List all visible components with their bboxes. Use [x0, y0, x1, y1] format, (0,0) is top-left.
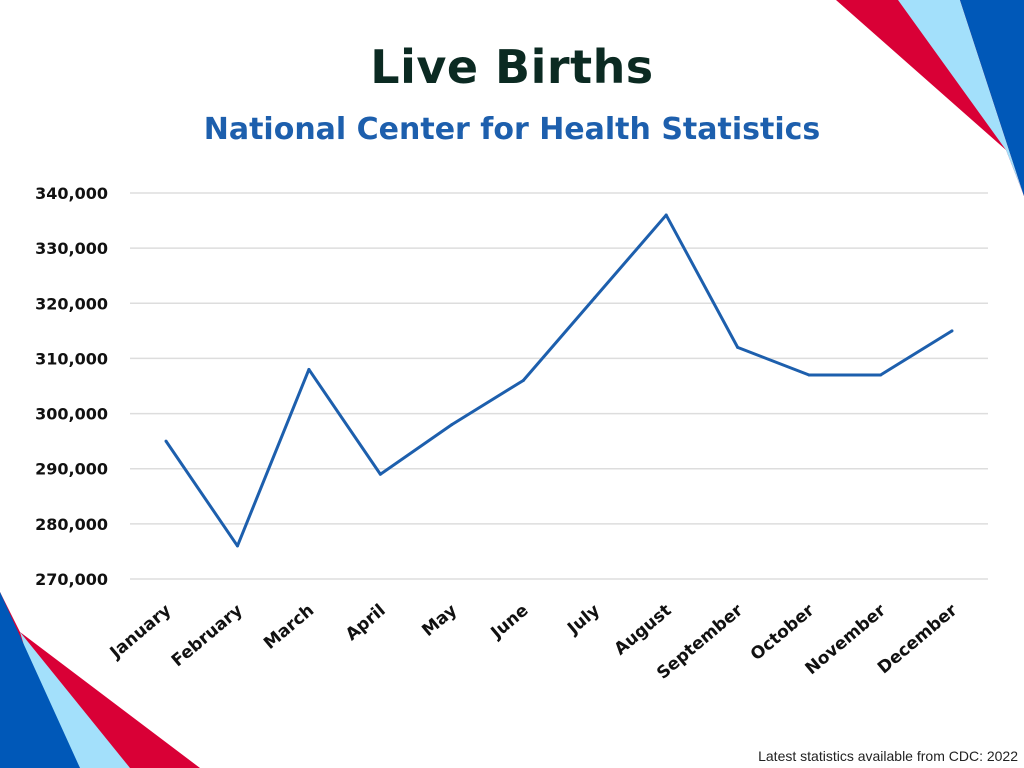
x-tick-label: August [611, 601, 676, 660]
source-note: Latest statistics available from CDC: 20… [758, 748, 1018, 764]
data-point [450, 423, 454, 427]
y-tick-label: 280,000 [35, 515, 108, 534]
x-tick-label: March [260, 601, 318, 654]
y-tick-label: 330,000 [35, 239, 108, 258]
y-tick-label: 290,000 [35, 460, 108, 479]
data-point [807, 373, 811, 377]
y-tick-label: 340,000 [35, 184, 108, 203]
chart-subtitle: National Center for Health Statistics [203, 112, 821, 147]
data-point [521, 378, 525, 382]
x-tick-label: February [168, 601, 247, 672]
series-layer [164, 213, 954, 548]
x-tick-label: April [342, 601, 390, 645]
gridlines [130, 192, 988, 580]
y-tick-label: 270,000 [35, 570, 108, 589]
x-tick-label: May [418, 601, 461, 641]
data-point [164, 439, 168, 443]
y-tick-label: 310,000 [35, 349, 108, 368]
data-point [378, 472, 382, 476]
y-axis-ticks: 340,000 330,000 320,000 310,000 300,000 290,0… [35, 184, 108, 589]
chart-title: Live Births [370, 40, 654, 94]
x-tick-label: January [106, 601, 176, 664]
data-point [950, 329, 954, 333]
data-point [307, 367, 311, 371]
data-point [593, 296, 597, 300]
data-point [664, 213, 668, 217]
y-tick-label: 320,000 [35, 294, 108, 313]
x-tick-label: July [563, 601, 604, 640]
series-line [164, 213, 953, 548]
data-point [736, 345, 740, 349]
x-tick-label: October [747, 600, 819, 665]
data-point [235, 544, 239, 548]
x-tick-label: June [487, 601, 533, 644]
y-tick-label: 300,000 [35, 405, 108, 424]
x-tick-label: December [874, 600, 962, 678]
data-point [879, 373, 883, 377]
